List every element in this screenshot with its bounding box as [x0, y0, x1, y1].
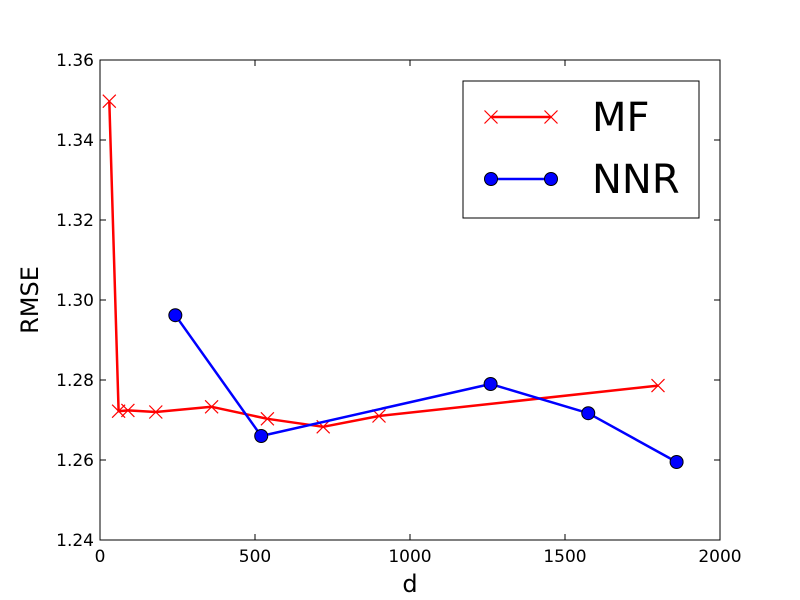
y-tick-label: 1.32	[56, 211, 94, 231]
y-tick-label: 1.36	[56, 51, 94, 71]
y-tick-label: 1.30	[56, 291, 94, 311]
legend-marker-point	[484, 110, 498, 124]
y-tick-label: 1.26	[56, 451, 94, 471]
data-point-nnr	[483, 377, 498, 391]
data-point-mf	[260, 411, 275, 426]
data-point-mf	[651, 378, 665, 393]
legend-label-nnr: NNR	[592, 157, 680, 203]
x-tick-label: 500	[239, 547, 271, 567]
data-point-mf	[102, 94, 117, 109]
data-point-nnr	[581, 406, 596, 421]
data-point-mf	[372, 409, 386, 423]
legend-marker-mf	[484, 110, 558, 124]
data-point-nnr	[168, 308, 183, 323]
y-tick-label: 1.24	[56, 531, 94, 551]
series	[102, 94, 684, 469]
ticks: 0 500 1000 1500 2000 1.24 1.26 1.28 1.30 1.32 1.34…	[56, 51, 741, 567]
y-tick-label: 1.28	[56, 371, 94, 391]
legend-marker-point	[544, 172, 558, 186]
data-point-nnr	[254, 429, 269, 443]
plot-frame	[99, 59, 721, 541]
data-point-mf	[204, 399, 219, 414]
x-tick-label: 2000	[698, 547, 741, 567]
x-tick-label: 0	[95, 547, 106, 567]
legend-marker-point	[544, 110, 558, 124]
x-axis-label: d	[402, 570, 417, 598]
data-point-mf	[148, 405, 163, 419]
y-axis-label: RMSE	[16, 266, 44, 334]
legend-marker-nnr	[484, 172, 558, 186]
legend-box	[462, 80, 700, 219]
y-tick-label: 1.34	[56, 131, 94, 151]
legend-marker-point	[484, 172, 498, 186]
legend-label-mf: MF	[592, 95, 650, 141]
legend: MF NNR	[462, 80, 700, 219]
data-point-nnr	[669, 455, 684, 469]
data-point-mf	[120, 403, 135, 418]
x-tick-label: 1000	[388, 547, 431, 567]
x-tick-label: 1500	[543, 547, 586, 567]
